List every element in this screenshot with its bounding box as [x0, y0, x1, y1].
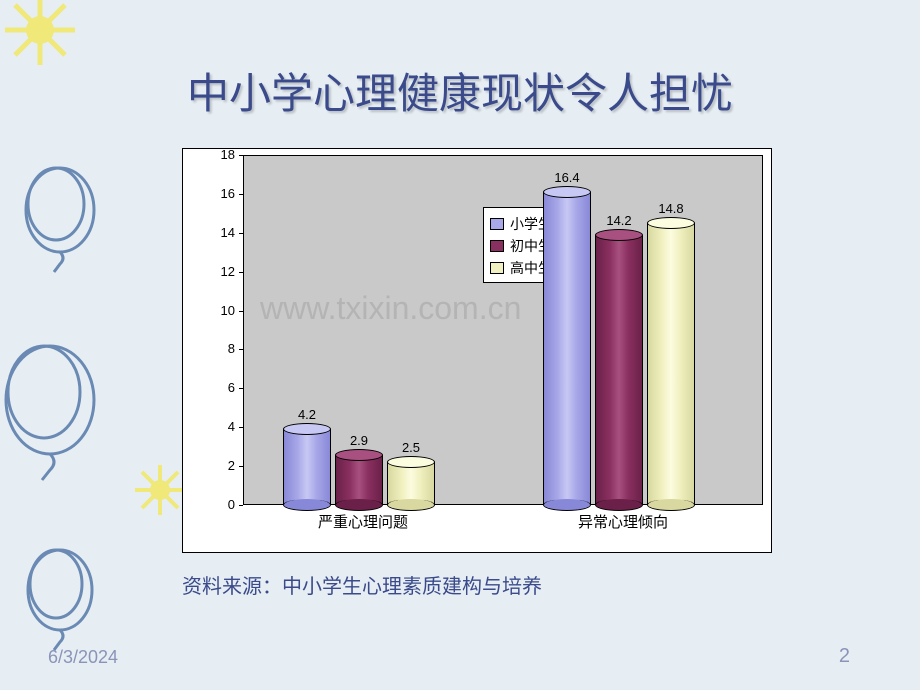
bar-value-label: 4.2 — [277, 407, 337, 422]
legend-swatch-2 — [490, 262, 504, 274]
y-tick-label: 12 — [203, 264, 235, 279]
bar-cylinder — [595, 229, 643, 505]
x-label-1: 异常心理倾向 — [543, 511, 703, 532]
y-tick-label: 16 — [203, 186, 235, 201]
bar-value-label: 14.2 — [589, 213, 649, 228]
y-tick-label: 14 — [203, 225, 235, 240]
y-tick-label: 10 — [203, 303, 235, 318]
bar-cylinder — [335, 449, 383, 505]
bar-value-label: 14.8 — [641, 201, 701, 216]
bar-cylinder — [543, 186, 591, 505]
source-text: 资料来源：中小学生心理素质建构与培养 — [182, 570, 542, 599]
slide-title-text: 中小学心理健康现状令人担忧 — [187, 72, 733, 118]
y-tick-label: 2 — [203, 458, 235, 473]
y-tick-label: 8 — [203, 341, 235, 356]
page-number: 2 — [839, 645, 850, 668]
bar-value-label: 2.9 — [329, 433, 389, 448]
y-tick-label: 18 — [203, 147, 235, 162]
bar-cylinder — [647, 217, 695, 505]
y-tick-label: 6 — [203, 380, 235, 395]
y-tick-label: 0 — [203, 497, 235, 512]
slide-title: 中小学心理健康现状令人担忧 — [0, 60, 920, 121]
x-label-0: 严重心理问题 — [283, 511, 443, 532]
legend-swatch-1 — [490, 240, 504, 252]
chart-container: 024681012141618 严重心理问题 异常心理倾向 小学生 初中生 高中… — [182, 148, 772, 553]
legend-swatch-0 — [490, 218, 504, 230]
bar-cylinder — [283, 423, 331, 505]
slide-date: 6/3/2024 — [48, 647, 118, 668]
y-tick-label: 4 — [203, 419, 235, 434]
bar-cylinder — [387, 456, 435, 505]
bar-value-label: 16.4 — [537, 170, 597, 185]
bar-value-label: 2.5 — [381, 440, 441, 455]
